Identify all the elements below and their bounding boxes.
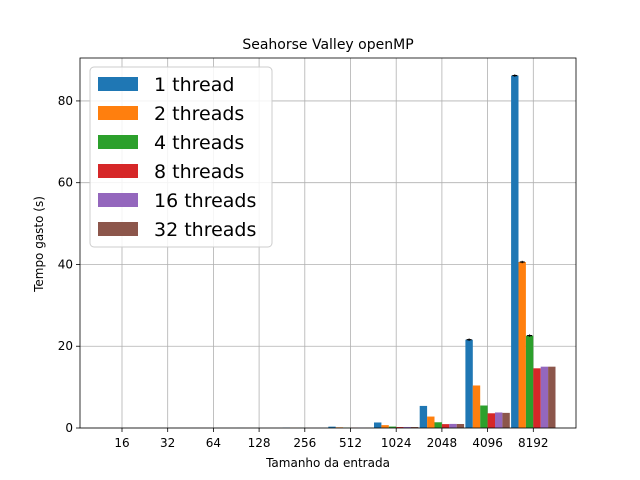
bar-1-thread-4096: [465, 339, 473, 428]
legend-label: 2 threads: [154, 103, 244, 125]
legend-label: 4 threads: [154, 132, 244, 154]
legend-label: 32 threads: [154, 219, 256, 241]
bar-16-threads-4096: [495, 412, 503, 428]
x-tick-label: 32: [160, 436, 175, 450]
bar-32-threads-2048: [456, 423, 465, 428]
x-tick-label: 2048: [427, 436, 458, 450]
legend-label: 16 threads: [154, 190, 256, 212]
bar-32-threads-8192: [548, 366, 556, 428]
bar-1-thread-1024: [374, 422, 382, 428]
y-tick-label: 40: [58, 257, 73, 271]
bar-4-threads-1024: [388, 426, 397, 428]
x-tick-label: 8192: [518, 436, 549, 450]
chart-title: Seahorse Valley openMP: [242, 37, 413, 53]
x-tick-label: 128: [248, 436, 271, 450]
bar-1-thread-2048: [419, 405, 428, 428]
bar-2-threads-4096: [472, 385, 481, 428]
x-tick-label: 1024: [381, 436, 412, 450]
legend-swatch: [98, 106, 138, 120]
x-tick-label: 512: [339, 436, 362, 450]
y-axis-label: Tempo gasto (s): [32, 196, 46, 293]
bar-8-threads-8192: [533, 368, 541, 428]
legend: 1 thread 2 threads 4 threads 8 threads 16 th…: [89, 66, 273, 248]
bar-4-threads-2048: [434, 422, 442, 428]
y-tick-label: 60: [58, 176, 73, 190]
bar-8-threads-2048: [441, 424, 450, 428]
legend-swatch: [98, 77, 138, 91]
x-tick-label: 16: [114, 436, 129, 450]
bar-16-threads-1024: [403, 426, 411, 428]
y-tick-label: 0: [65, 421, 73, 435]
axes-frame: [79, 57, 577, 429]
bar-2-threads-2048: [427, 416, 435, 428]
bar-4-threads-4096: [480, 405, 488, 428]
bar-16-threads-2048: [449, 423, 457, 428]
bar-32-threads-1024: [411, 427, 419, 428]
y-tick-label: 20: [58, 339, 73, 353]
x-tick-label: 64: [206, 436, 221, 450]
bar-2-threads-8192: [518, 262, 526, 428]
plot-area: 0 20 40 60 80 16 32 64 128 256 512 1024 2048 4096 8192: [58, 57, 577, 450]
bar-4-threads-8192: [525, 335, 534, 428]
legend-label: 8 threads: [154, 161, 244, 183]
bar-2-threads-1024: [381, 425, 389, 428]
legend-swatch: [98, 135, 138, 149]
legend-swatch: [98, 222, 138, 236]
legend-swatch: [98, 193, 138, 207]
bar-16-threads-8192: [540, 366, 549, 428]
y-tick-label: 80: [58, 94, 73, 108]
legend-label: 1 thread: [154, 74, 234, 96]
x-tick-label: 256: [293, 436, 316, 450]
x-tick-label: 4096: [472, 436, 503, 450]
bar-8-threads-4096: [487, 413, 495, 428]
bar-32-threads-4096: [502, 412, 510, 428]
bar-8-threads-1024: [396, 427, 404, 428]
bar-1-thread-8192: [511, 75, 519, 428]
legend-swatch: [98, 164, 138, 178]
bar-1-thread-512: [328, 426, 336, 428]
x-axis-label: Tamanho da entrada: [265, 456, 390, 470]
